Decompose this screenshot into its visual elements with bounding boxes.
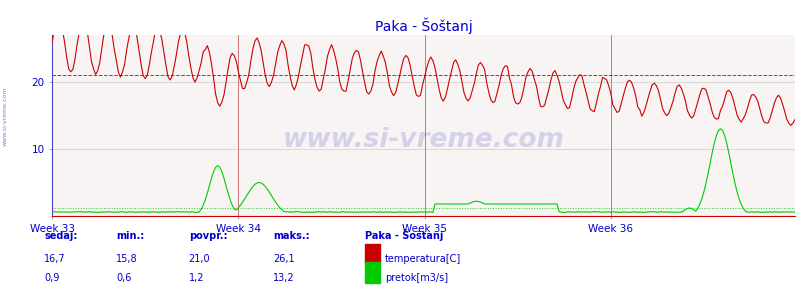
Text: 26,1: 26,1 <box>273 254 294 264</box>
Text: Paka - Šoštanj: Paka - Šoštanj <box>365 229 444 241</box>
Text: 1,2: 1,2 <box>188 273 204 283</box>
Text: 0,6: 0,6 <box>116 273 132 283</box>
Title: Paka - Šoštanj: Paka - Šoštanj <box>375 17 472 34</box>
Text: 16,7: 16,7 <box>44 254 66 264</box>
Text: 0,9: 0,9 <box>44 273 59 283</box>
Text: pretok[m3/s]: pretok[m3/s] <box>384 273 448 283</box>
Text: www.si-vreme.com: www.si-vreme.com <box>2 86 7 146</box>
Text: min.:: min.: <box>116 231 144 241</box>
Text: 21,0: 21,0 <box>188 254 210 264</box>
Text: sedaj:: sedaj: <box>44 231 78 241</box>
Text: povpr.:: povpr.: <box>188 231 227 241</box>
Text: temperatura[C]: temperatura[C] <box>384 254 460 264</box>
Text: www.si-vreme.com: www.si-vreme.com <box>282 127 564 153</box>
Text: 15,8: 15,8 <box>116 254 138 264</box>
Text: 13,2: 13,2 <box>273 273 294 283</box>
Text: maks.:: maks.: <box>273 231 310 241</box>
